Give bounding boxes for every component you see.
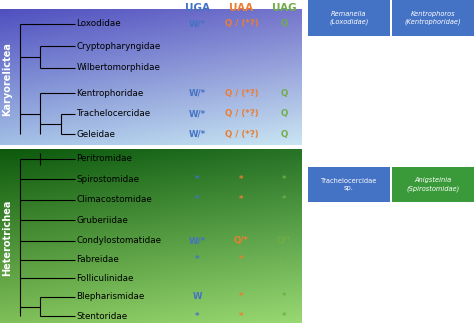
Text: Loxodidae: Loxodidae xyxy=(76,19,121,28)
Text: Kentrophoros
(Kentrophoridae): Kentrophoros (Kentrophoridae) xyxy=(405,11,461,25)
Text: UAG: UAG xyxy=(272,3,297,13)
Text: Wilbertomorphidae: Wilbertomorphidae xyxy=(76,63,160,72)
Text: Q / (*?): Q / (*?) xyxy=(225,19,258,28)
Text: *: * xyxy=(239,255,244,264)
Text: W/*: W/* xyxy=(189,19,206,28)
Text: Q: Q xyxy=(281,19,288,28)
Text: *: * xyxy=(195,255,200,264)
Text: *: * xyxy=(282,195,287,204)
Text: *: * xyxy=(282,255,287,264)
Text: UAA: UAA xyxy=(229,3,254,13)
Text: Climacostomidae: Climacostomidae xyxy=(76,195,152,204)
Text: Q / (*?): Q / (*?) xyxy=(225,130,258,139)
Text: Q / (*?): Q / (*?) xyxy=(225,89,258,98)
Text: Q: Q xyxy=(281,109,288,118)
Text: *: * xyxy=(239,175,244,184)
Text: UGA: UGA xyxy=(185,3,210,13)
Text: Q / (*?): Q / (*?) xyxy=(225,109,258,118)
Text: Heterotrichea: Heterotrichea xyxy=(2,199,12,276)
Bar xyxy=(308,166,390,202)
Text: W/*: W/* xyxy=(189,130,206,139)
Text: *: * xyxy=(239,195,244,204)
Text: *: * xyxy=(195,195,200,204)
Text: Fabreidae: Fabreidae xyxy=(76,255,119,264)
Text: *: * xyxy=(239,292,244,301)
Text: W/*: W/* xyxy=(189,109,206,118)
Text: Remanella
(Loxodidae): Remanella (Loxodidae) xyxy=(329,11,369,25)
Text: *: * xyxy=(282,312,287,321)
Text: Spirostomidae: Spirostomidae xyxy=(76,175,139,184)
Text: Gruberiidae: Gruberiidae xyxy=(76,216,128,225)
Text: Geleidae: Geleidae xyxy=(76,130,115,139)
Text: W/*: W/* xyxy=(189,89,206,98)
Text: Trachelocercidae: Trachelocercidae xyxy=(76,109,151,118)
Text: Condylostomatidae: Condylostomatidae xyxy=(76,236,162,245)
Text: Q/*: Q/* xyxy=(234,236,249,245)
Text: Anigsteinia
(Spirostomidae): Anigsteinia (Spirostomidae) xyxy=(407,177,460,191)
Text: Blepharismidae: Blepharismidae xyxy=(76,292,145,301)
Text: *: * xyxy=(282,175,287,184)
Text: Kentrophoridae: Kentrophoridae xyxy=(76,89,144,98)
Text: Trachelocercidae
sp.: Trachelocercidae sp. xyxy=(321,178,377,191)
Text: Q: Q xyxy=(281,89,288,98)
Bar xyxy=(392,166,474,202)
Text: Stentoridae: Stentoridae xyxy=(76,312,128,321)
Text: *: * xyxy=(282,292,287,301)
Text: W: W xyxy=(192,292,202,301)
Text: Q/*: Q/* xyxy=(277,236,292,245)
Text: Folliculinidae: Folliculinidae xyxy=(76,274,134,283)
Bar xyxy=(392,0,474,36)
Text: Karyorelictea: Karyorelictea xyxy=(2,42,12,116)
Text: *: * xyxy=(239,312,244,321)
Bar xyxy=(308,0,390,36)
Text: W/*: W/* xyxy=(189,236,206,245)
Text: *: * xyxy=(195,312,200,321)
Text: Cryptopharyngidae: Cryptopharyngidae xyxy=(76,42,161,51)
Text: Q: Q xyxy=(281,130,288,139)
Text: Peritromidae: Peritromidae xyxy=(76,154,132,163)
Text: *: * xyxy=(195,175,200,184)
